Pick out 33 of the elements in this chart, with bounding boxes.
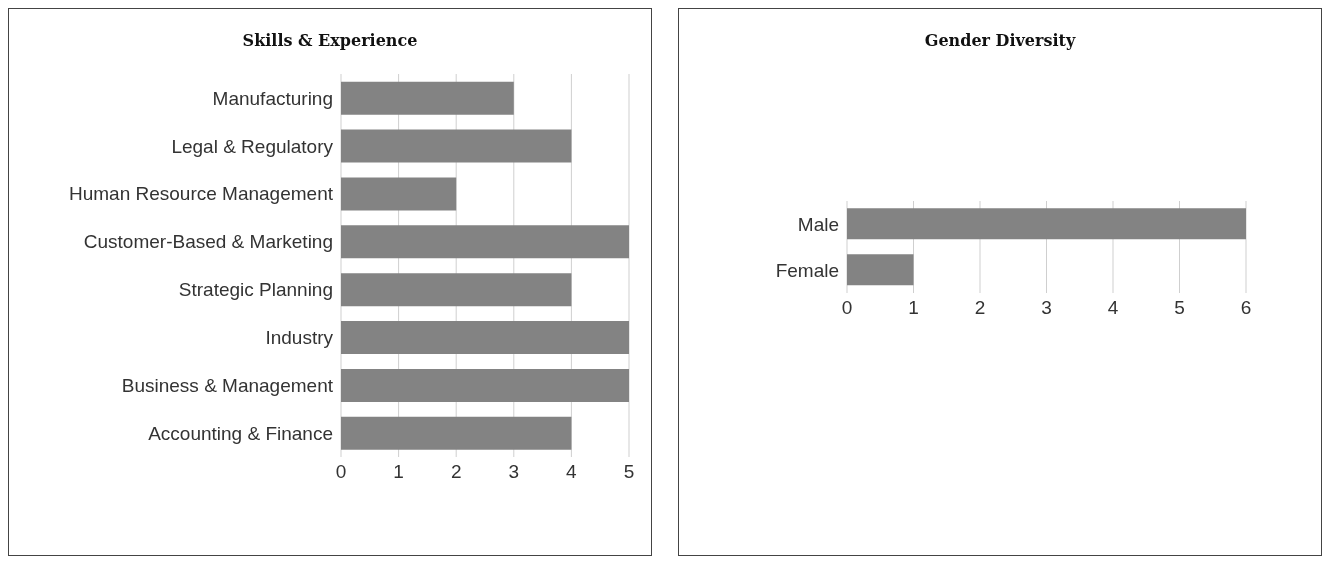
bar	[341, 416, 572, 450]
x-tick-label: 3	[1041, 297, 1052, 319]
chart-title: Skills & Experience	[241, 31, 419, 50]
x-tick-label: 6	[1240, 297, 1252, 319]
y-tick-label: Female	[775, 259, 839, 281]
bar	[341, 368, 629, 402]
y-tick-label: Legal & Regulatory	[171, 135, 334, 157]
x-tick-label: 4	[566, 461, 578, 483]
x-tick-label: 4	[1107, 297, 1119, 319]
y-tick-label: Accounting & Finance	[148, 422, 333, 444]
bar	[341, 321, 629, 355]
y-tick-label: Industry	[265, 327, 334, 349]
bar	[341, 273, 572, 307]
x-tick-label: 1	[393, 461, 404, 483]
y-tick-label: Human Resource Management	[68, 183, 334, 205]
y-tick-label: Customer-Based & Marketing	[83, 231, 333, 253]
y-tick-label: Male	[797, 213, 839, 235]
x-tick-label: 2	[450, 461, 462, 483]
x-tick-label: 2	[974, 297, 986, 319]
x-tick-label: 0	[841, 297, 853, 319]
y-tick-label: Business & Management	[121, 374, 334, 396]
x-tick-label: 1	[908, 297, 919, 319]
x-tick-label: 0	[335, 461, 347, 483]
x-tick-label: 5	[623, 461, 635, 483]
bar	[341, 225, 629, 259]
y-tick-label: Strategic Planning	[178, 279, 333, 301]
bar	[341, 177, 457, 211]
bar	[341, 129, 572, 163]
x-tick-label: 3	[508, 461, 520, 483]
bar	[341, 81, 514, 115]
x-tick-label: 5	[1174, 297, 1185, 319]
chart-title: Gender Diversity	[923, 31, 1077, 50]
y-tick-label: Manufacturing	[212, 87, 333, 109]
